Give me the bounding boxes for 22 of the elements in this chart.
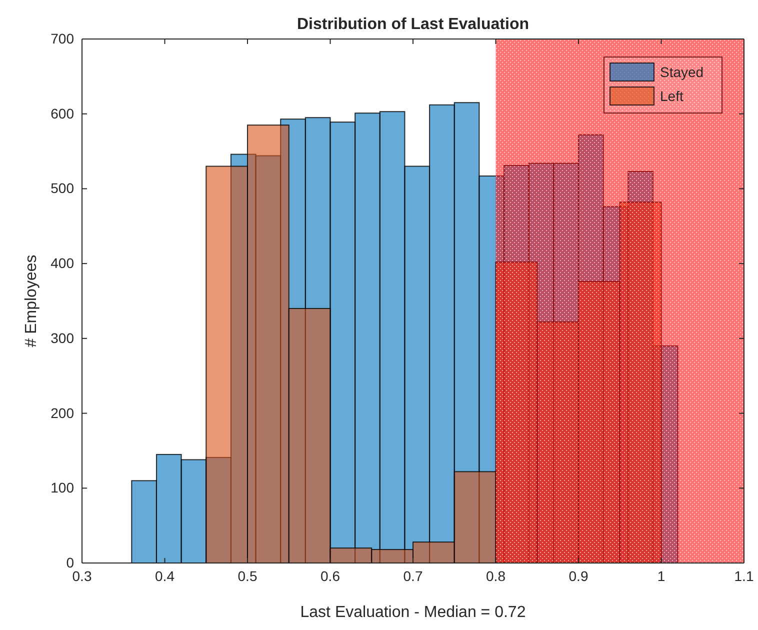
legend-label: Stayed bbox=[660, 64, 704, 80]
x-tick-label: 0.7 bbox=[403, 568, 423, 584]
x-axis-title: Last Evaluation - Median = 0.72 bbox=[300, 604, 526, 621]
y-tick-label: 400 bbox=[50, 255, 74, 272]
y-axis-title: # Employees bbox=[23, 254, 40, 348]
chart-title: Distribution of Last Evaluation bbox=[296, 16, 530, 33]
y-tick-label: 300 bbox=[50, 330, 74, 346]
x-tick-label: 1 bbox=[657, 568, 666, 584]
x-tick-label: 0.3 bbox=[72, 568, 92, 584]
x-tick-label: 0.4 bbox=[155, 568, 175, 584]
y-tick-label: 700 bbox=[50, 30, 74, 46]
y-tick-label: 600 bbox=[50, 105, 74, 122]
x-tick-label: 0.5 bbox=[238, 568, 258, 584]
x-tick-label: 0.9 bbox=[568, 568, 588, 584]
x-tick-label: 0.6 bbox=[320, 568, 340, 584]
legend-label: Left bbox=[660, 88, 684, 104]
x-tick-label: 1.1 bbox=[734, 568, 754, 584]
y-tick-label: 500 bbox=[50, 180, 74, 196]
y-tick-label: 0 bbox=[66, 554, 74, 570]
y-tick-label: 100 bbox=[50, 480, 74, 496]
y-tick-label: 200 bbox=[50, 404, 74, 421]
x-tick-label: 0.8 bbox=[486, 568, 506, 584]
